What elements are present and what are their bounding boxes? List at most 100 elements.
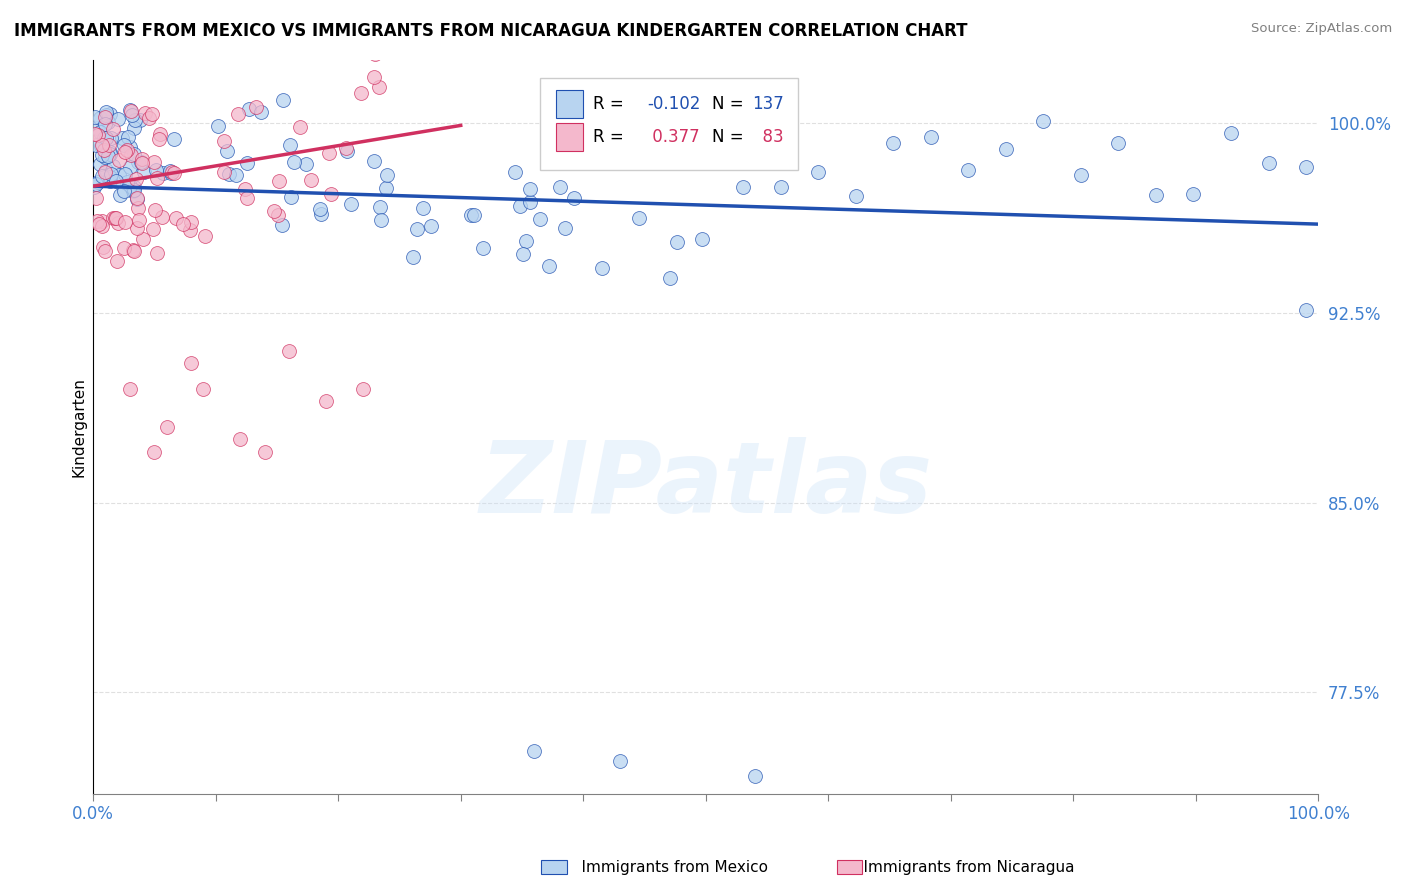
Point (150, 211, 173, 225)
Point (90, 213, 112, 227)
Point (180, 215, 202, 229)
Point (882, 136, 904, 150)
Point (98, 147, 121, 161)
Point (128, 112, 150, 127)
Point (471, 241, 494, 255)
Point (271, 93, 294, 107)
Point (562, 191, 585, 205)
Point (94, 117, 117, 131)
Point (107, 112, 129, 126)
Point (363, 47, 385, 62)
Point (122, 183, 145, 197)
Point (112, 241, 135, 255)
Point (529, 211, 551, 226)
Point (127, 221, 149, 235)
Point (245, 100, 267, 114)
Point (124, 113, 146, 128)
Point (159, 163, 181, 178)
Point (101, 122, 124, 136)
Point (263, 204, 285, 219)
Text: R =: R = (593, 95, 628, 112)
Point (145, 171, 167, 186)
Text: -0.102: -0.102 (647, 95, 700, 112)
Point (98, 170, 121, 185)
Point (236, 191, 259, 205)
Point (143, 445, 166, 459)
Point (1032, 114, 1054, 128)
Point (690, 232, 713, 246)
Bar (557, 123, 583, 151)
Point (138, 111, 160, 125)
Point (267, 174, 290, 188)
Point (90, 148, 112, 162)
Text: N =: N = (711, 95, 749, 112)
Point (105, 211, 128, 226)
Bar (557, 90, 583, 118)
Point (152, 165, 174, 179)
Point (162, 165, 184, 179)
Point (519, 194, 541, 209)
Point (104, 211, 127, 225)
Point (807, 165, 830, 179)
Point (1220, 126, 1243, 140)
Point (101, 211, 124, 225)
Point (100, 131, 122, 145)
Point (122, 121, 145, 136)
Point (132, 232, 155, 246)
Point (93, 110, 115, 124)
Point (845, 189, 868, 203)
Point (1257, 156, 1279, 170)
Point (166, 211, 188, 225)
Point (94, 162, 117, 177)
Point (226, 107, 249, 121)
Point (97, 138, 120, 153)
Point (118, 178, 141, 193)
Point (283, 155, 305, 169)
Point (83, 127, 105, 141)
Point (733, 180, 755, 194)
Point (118, 160, 141, 174)
Point (141, 107, 163, 121)
Point (104, 174, 127, 188)
Point (127, 192, 149, 206)
Text: IMMIGRANTS FROM MEXICO VS IMMIGRANTS FROM NICARAGUA KINDERGARTEN CORRELATION CHA: IMMIGRANTS FROM MEXICO VS IMMIGRANTS FRO… (14, 22, 967, 40)
Point (156, 419, 179, 434)
Text: ZIPatlas: ZIPatlas (479, 437, 932, 534)
Point (84, 110, 107, 124)
Point (270, 218, 292, 232)
Point (309, 202, 332, 216)
Point (266, 208, 288, 222)
Point (609, 754, 631, 768)
Point (89, 139, 111, 153)
Point (118, 382, 141, 396)
Point (335, 141, 357, 155)
Point (253, 445, 276, 459)
Point (93, 144, 115, 158)
Point (406, 222, 429, 236)
Point (1144, 188, 1167, 202)
Point (112, 184, 135, 198)
Point (194, 229, 217, 244)
Point (122, 244, 145, 259)
Point (105, 254, 128, 268)
Point (212, 165, 235, 179)
Point (112, 137, 135, 152)
Point (180, 356, 202, 370)
Point (318, 145, 340, 160)
Point (363, 154, 385, 169)
Point (145, 202, 167, 217)
Point (120, 103, 142, 118)
Point (149, 128, 172, 142)
Point (128, 213, 150, 227)
Point (519, 182, 541, 196)
Point (122, 243, 145, 257)
Point (412, 201, 434, 215)
Point (117, 130, 139, 145)
Point (591, 260, 613, 275)
Point (84, 137, 107, 152)
Point (87, 175, 110, 189)
Point (86, 214, 108, 228)
Point (1295, 160, 1317, 174)
Point (278, 343, 301, 358)
Point (125, 191, 148, 205)
